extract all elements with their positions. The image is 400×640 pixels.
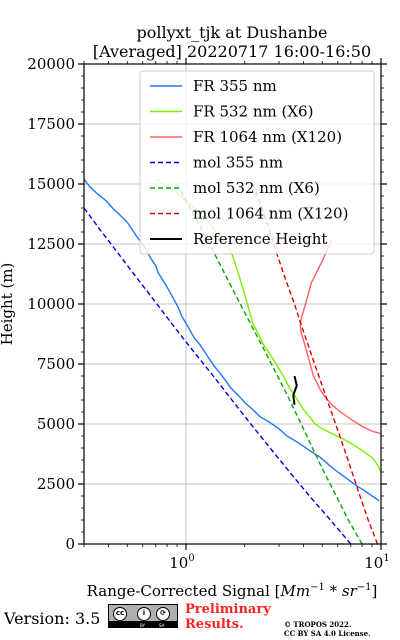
x-tick-label: 100	[169, 553, 194, 572]
y-tick-label: 10000	[27, 295, 75, 313]
legend-entry-mol-355-nm: mol 355 nm	[193, 154, 283, 172]
copyright-line-2: CC BY SA 4.0 License.	[284, 629, 371, 638]
version-label: Version: 3.5	[4, 609, 101, 628]
cc-by-label: BY	[140, 623, 145, 628]
x-axis-label-suffix: ]	[372, 582, 378, 600]
y-tick-label: 0	[65, 535, 75, 553]
preliminary-line-2: Results.	[185, 617, 244, 632]
legend-entry-mol-532-nm-x6: mol 532 nm (X6)	[193, 179, 320, 197]
legend-entry-reference-height: Reference Height	[193, 230, 327, 248]
cc-sa-label: SA	[159, 623, 165, 628]
y-tick-label: 15000	[27, 175, 75, 193]
series-line-fr-355-nm	[84, 178, 380, 502]
x-axis-label-exp-2: −1	[357, 582, 372, 593]
cc-by-icon: i	[137, 607, 151, 621]
preliminary-line-1: Preliminary	[185, 602, 271, 617]
chart-title-line-1: pollyxt_tjk at Dushanbe	[136, 23, 327, 42]
series-line-mol-355-nm	[84, 207, 352, 544]
legend-entry-mol-1064-nm-x120: mol 1064 nm (X120)	[193, 205, 348, 223]
x-tick-label: 101	[364, 553, 389, 572]
y-axis-label: Height (m)	[0, 263, 16, 346]
chart-title-line-2: [Averaged] 20220717 16:00-16:50	[93, 42, 371, 61]
y-tick-label: 12500	[27, 235, 75, 253]
legend-entry-fr-355-nm: FR 355 nm	[193, 77, 277, 95]
legend-entry-fr-1064-nm-x120: FR 1064 nm (X120)	[193, 128, 342, 146]
x-axis-label-sr: * sr	[325, 582, 358, 600]
series-line-reference-height	[292, 375, 298, 405]
y-tick-label: 17500	[27, 115, 75, 133]
copyright-note: © TROPOS 2022. CC BY SA 4.0 License.	[284, 620, 371, 638]
x-axis-label-exp-1: −1	[310, 582, 325, 593]
cc-license-badge: cc i ⟳ BY SA	[108, 604, 178, 628]
legend-box	[139, 70, 375, 255]
y-tick-label: 2500	[37, 475, 75, 493]
x-axis-label-prefix: Range-Corrected Signal [	[87, 582, 281, 600]
x-axis-label: Range-Corrected Signal [Mm−1 * sr−1]	[87, 582, 378, 600]
copyright-line-1: © TROPOS 2022.	[284, 620, 352, 629]
x-axis-label-mm: Mm	[280, 582, 311, 600]
y-tick-label: 7500	[37, 355, 75, 373]
cc-badge-strip: BY SA	[109, 621, 177, 628]
cc-sa-icon: ⟳	[156, 607, 170, 621]
axis-ticks: 0 2500 5000 7500 10000 12500 15000 17500 20000 10…	[27, 55, 389, 572]
y-tick-label: 5000	[37, 415, 75, 433]
legend-entry-fr-532-nm-x6: FR 532 nm (X6)	[193, 103, 313, 121]
preliminary-results-note: Preliminary Results.	[185, 602, 271, 632]
y-tick-label: 20000	[27, 55, 75, 73]
cc-logo-icon: cc	[113, 607, 127, 621]
series-line-fr-1064-nm-x120	[299, 238, 381, 435]
legend: FR 355 nm FR 532 nm (X6) FR 1064 nm (X120)…	[139, 70, 375, 255]
